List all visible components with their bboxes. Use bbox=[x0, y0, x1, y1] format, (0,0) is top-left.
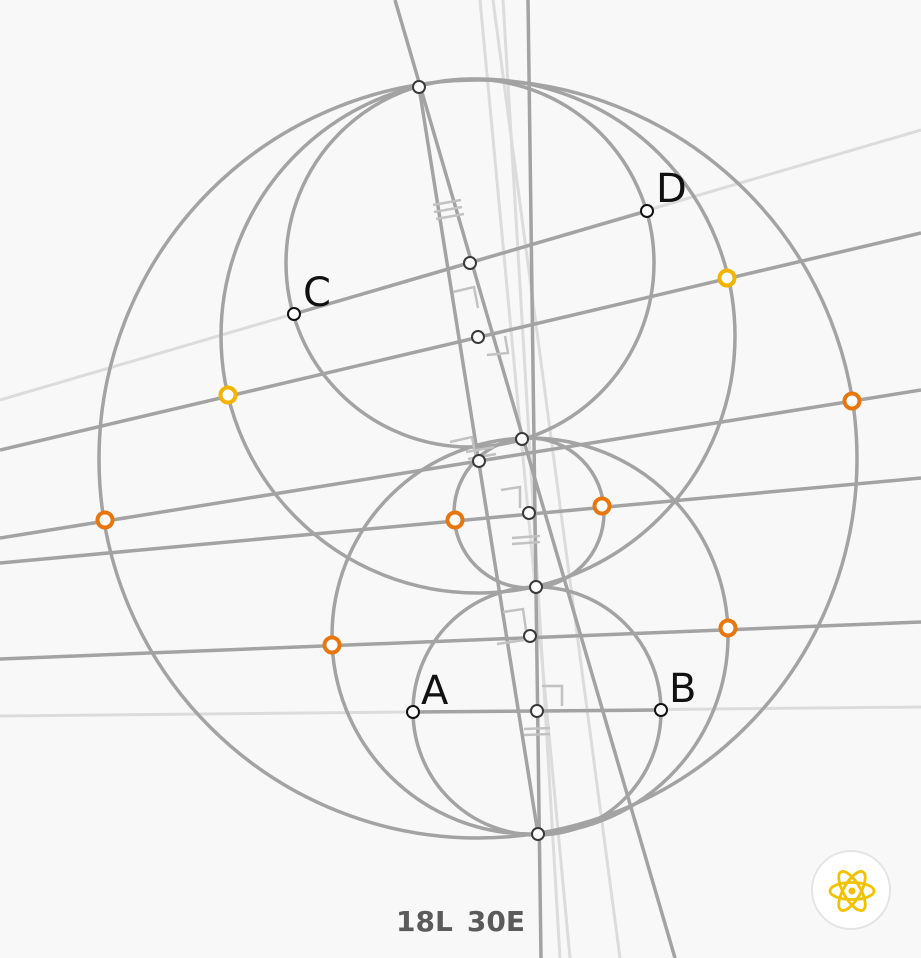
point-center-top[interactable] bbox=[515, 432, 529, 446]
line-orange-top[interactable] bbox=[0, 388, 921, 540]
point-low-center[interactable] bbox=[523, 629, 537, 643]
goal-point[interactable] bbox=[95, 510, 115, 530]
atom-icon bbox=[828, 870, 876, 912]
label-a: A bbox=[421, 668, 449, 714]
circle-mid[interactable] bbox=[219, 77, 737, 595]
goal-point[interactable] bbox=[218, 385, 238, 405]
goal-point[interactable] bbox=[592, 496, 612, 516]
euclid-count: 30E bbox=[466, 905, 525, 938]
point-bottom[interactable] bbox=[531, 827, 545, 841]
tick-mark bbox=[435, 212, 465, 221]
goal-points-yellow bbox=[218, 268, 737, 405]
line-yellow[interactable] bbox=[0, 231, 921, 452]
label-b: B bbox=[669, 666, 696, 712]
tick-mark bbox=[432, 198, 462, 207]
point-steep-1[interactable] bbox=[471, 330, 485, 344]
goal-point[interactable] bbox=[717, 268, 737, 288]
tick-mark bbox=[433, 205, 463, 214]
point-b[interactable] bbox=[654, 703, 668, 717]
goal-points-orange bbox=[95, 391, 862, 655]
point-c[interactable] bbox=[287, 307, 301, 321]
goal-point[interactable] bbox=[718, 618, 738, 638]
right-angle-mark bbox=[486, 335, 510, 357]
tick-mark bbox=[465, 445, 495, 454]
label-c: C bbox=[303, 270, 331, 316]
point-center-left[interactable] bbox=[472, 454, 486, 468]
move-counter: 18L 30E bbox=[0, 905, 921, 938]
tick-mark bbox=[523, 732, 551, 737]
right-angle-mark bbox=[452, 285, 480, 309]
hint-button[interactable] bbox=[811, 850, 891, 930]
goal-point[interactable] bbox=[445, 510, 465, 530]
named-points bbox=[287, 204, 668, 719]
tick-mark bbox=[511, 534, 541, 540]
line-orange-low[interactable] bbox=[0, 620, 921, 661]
point-center-small[interactable] bbox=[522, 506, 536, 520]
point-a[interactable] bbox=[406, 705, 420, 719]
tick-mark bbox=[511, 540, 541, 546]
tick-mark bbox=[496, 638, 525, 646]
goal-point[interactable] bbox=[322, 635, 342, 655]
point-ab-mid[interactable] bbox=[530, 704, 544, 718]
goal-point[interactable] bbox=[842, 391, 862, 411]
right-angle-mark bbox=[449, 435, 478, 459]
tick-mark bbox=[523, 726, 551, 731]
right-angle-mark bbox=[500, 485, 522, 508]
construction-points bbox=[412, 80, 545, 841]
faint-line-steep-3 bbox=[491, 0, 622, 958]
line-steep-a[interactable] bbox=[393, 0, 677, 958]
right-angle-mark bbox=[502, 607, 528, 631]
faint-line-steep-2 bbox=[501, 0, 562, 958]
faint-line-steep-1 bbox=[478, 0, 572, 958]
right-angle-mark bbox=[542, 684, 564, 706]
point-d[interactable] bbox=[640, 204, 654, 218]
point-top[interactable] bbox=[412, 80, 426, 94]
point-cd-mid[interactable] bbox=[463, 256, 477, 270]
point-tangent[interactable] bbox=[529, 580, 543, 594]
label-d: D bbox=[656, 166, 687, 212]
lines-count: 18L bbox=[396, 905, 453, 938]
